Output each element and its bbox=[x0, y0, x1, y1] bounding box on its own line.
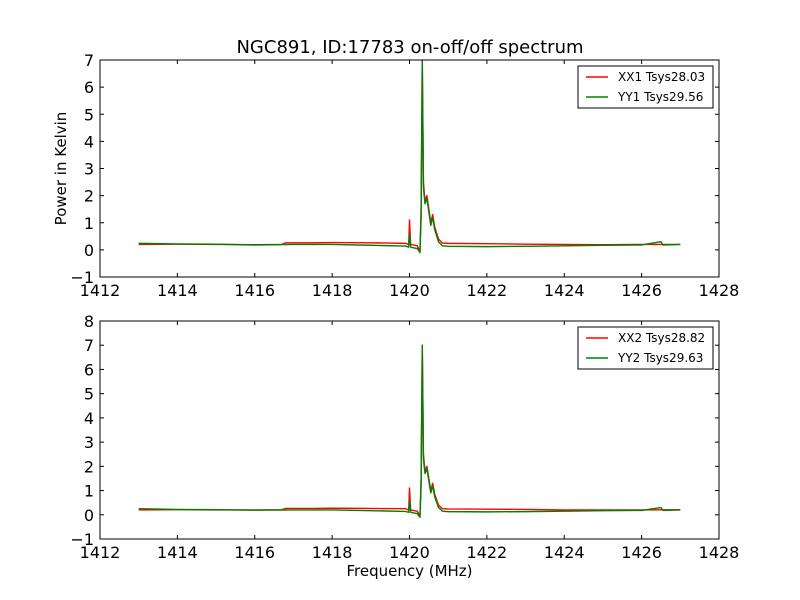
x-tick-label: 1414 bbox=[157, 281, 198, 300]
y-tick-label: −1 bbox=[70, 530, 94, 549]
x-tick-label: 1424 bbox=[544, 281, 585, 300]
series-line-yy2 bbox=[138, 344, 681, 518]
x-tick-label: 1416 bbox=[234, 281, 275, 300]
x-tick-label: 1412 bbox=[80, 543, 121, 562]
y-tick-label: 2 bbox=[84, 187, 94, 206]
x-tick-label: 1426 bbox=[621, 543, 662, 562]
legend-label: XX2 Tsys28.82 bbox=[618, 331, 705, 345]
x-tick-label: 1422 bbox=[467, 281, 508, 300]
legend-label: YY2 Tsys29.63 bbox=[617, 351, 703, 365]
y-tick-label: 6 bbox=[84, 78, 94, 97]
x-tick-label: 1414 bbox=[157, 543, 198, 562]
series-group bbox=[138, 60, 681, 254]
y-tick-label: −1 bbox=[70, 268, 94, 287]
y-tick-label: 7 bbox=[84, 336, 94, 355]
legend-box bbox=[577, 65, 714, 109]
legend: XX2 Tsys28.82 YY2 Tsys29.63 bbox=[577, 326, 714, 370]
x-tick-label: 1426 bbox=[621, 281, 662, 300]
plot-panel-2: 1412 1414 1416 1418 1420 1422 1424 1426 1428−101… bbox=[70, 312, 739, 580]
legend-label: XX1 Tsys28.03 bbox=[618, 70, 705, 84]
x-tick-label: 1428 bbox=[699, 543, 740, 562]
y-tick-label: 5 bbox=[84, 385, 94, 404]
y-tick-label: 7 bbox=[84, 51, 94, 70]
x-tick-label: 1424 bbox=[544, 543, 585, 562]
y-tick-label: 6 bbox=[84, 360, 94, 379]
y-tick-label: 3 bbox=[84, 433, 94, 452]
series-line-xx1 bbox=[138, 60, 681, 252]
y-tick-label: 2 bbox=[84, 457, 94, 476]
figure-title: NGC891, ID:17783 on-off/off spectrum bbox=[236, 37, 583, 58]
legend-label: YY1 Tsys29.56 bbox=[617, 90, 703, 104]
y-tick-label: 5 bbox=[84, 105, 94, 124]
legend: XX1 Tsys28.03 YY1 Tsys29.56 bbox=[577, 65, 714, 109]
x-tick-label: 1428 bbox=[699, 281, 740, 300]
y-tick-label: 1 bbox=[84, 482, 94, 501]
y-tick-label: 8 bbox=[84, 312, 94, 331]
plot-panel-1: 1412 1414 1416 1418 1420 1422 1424 1426 1428−101… bbox=[52, 51, 739, 300]
x-tick-label: 1418 bbox=[312, 543, 353, 562]
x-tick-label: 1416 bbox=[234, 543, 275, 562]
x-tick-label: 1420 bbox=[389, 281, 430, 300]
x-tick-label: 1412 bbox=[80, 281, 121, 300]
y-tick-label: 0 bbox=[84, 506, 94, 525]
y-tick-label: 0 bbox=[84, 241, 94, 260]
x-tick-label: 1422 bbox=[467, 543, 508, 562]
x-axis-title: Frequency (MHz) bbox=[346, 562, 472, 580]
plot-panels: 1412 1414 1416 1418 1420 1422 1424 1426 1428−101… bbox=[52, 51, 739, 580]
series-line-yy1 bbox=[138, 60, 681, 254]
x-tick-label: 1420 bbox=[389, 543, 430, 562]
y-tick-label: 4 bbox=[84, 132, 94, 151]
y-axis-title: Power in Kelvin bbox=[52, 112, 70, 226]
legend-box bbox=[577, 326, 714, 370]
y-tick-label: 1 bbox=[84, 214, 94, 233]
x-tick-label: 1418 bbox=[312, 281, 353, 300]
y-tick-label: 4 bbox=[84, 409, 94, 428]
y-tick-label: 3 bbox=[84, 160, 94, 179]
series-group bbox=[138, 344, 681, 518]
